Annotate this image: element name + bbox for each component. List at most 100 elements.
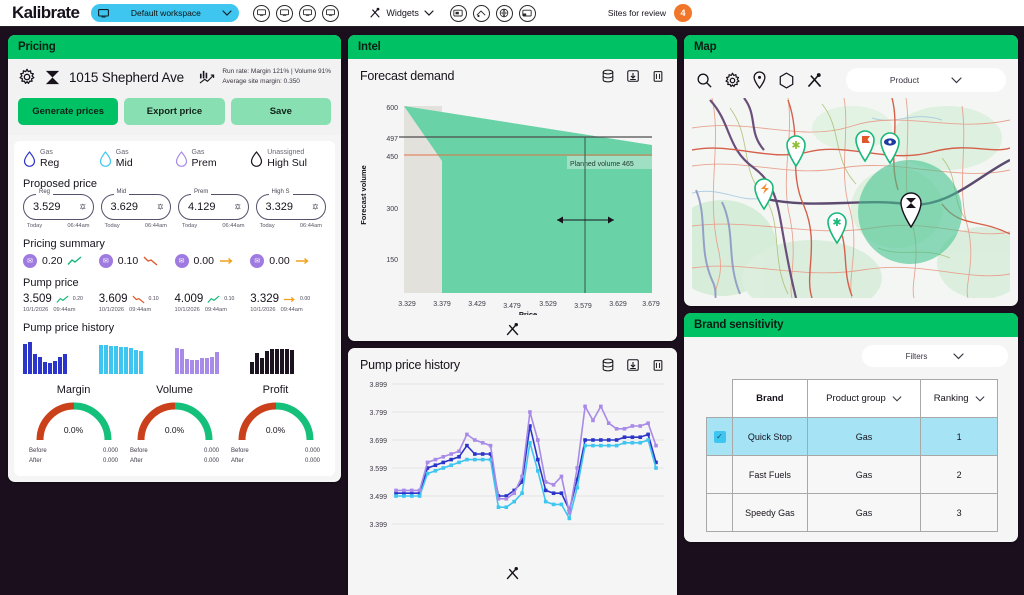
price-stepper[interactable]: High S 3.329 △ ▽ xyxy=(255,189,326,221)
grade-group: Unassigned xyxy=(267,149,305,157)
database-icon[interactable] xyxy=(601,358,615,372)
column-header-ranking[interactable]: Ranking xyxy=(920,379,998,418)
quick-button-1[interactable] xyxy=(253,4,271,22)
generate-prices-button[interactable]: Generate prices xyxy=(18,98,119,126)
globe-button[interactable] xyxy=(495,4,513,22)
map-pin-icon[interactable] xyxy=(752,71,767,89)
map-marker-flag[interactable] xyxy=(855,130,875,163)
series-marker xyxy=(583,404,587,409)
map-marker-bolt[interactable] xyxy=(754,178,774,211)
database-icon[interactable] xyxy=(601,69,615,83)
series-marker xyxy=(402,494,406,498)
pump-price-delta: 0.20 xyxy=(72,296,83,303)
fuel-grade-mid[interactable]: Gas Mid xyxy=(99,149,175,169)
column-header-brand[interactable]: Brand xyxy=(732,379,808,418)
save-button[interactable]: Save xyxy=(230,98,331,126)
series-line-mid xyxy=(396,438,657,521)
stepper-arrows[interactable]: △ ▽ xyxy=(157,202,163,211)
download-icon[interactable] xyxy=(626,69,640,83)
price-stepper[interactable]: Reg 3.529 △ ▽ xyxy=(23,189,94,221)
map-marker-star-2[interactable]: ✱ xyxy=(827,212,847,245)
price-stepper[interactable]: Mid 3.629 △ ▽ xyxy=(100,189,171,221)
map-marker-star-1[interactable]: ✱ xyxy=(786,135,806,168)
series-marker xyxy=(480,452,485,456)
select-all-cell[interactable] xyxy=(707,380,733,418)
pricing-button[interactable] xyxy=(472,4,490,22)
report-button[interactable] xyxy=(518,4,536,22)
quick-button-2[interactable] xyxy=(276,4,294,22)
map-marker-eye[interactable] xyxy=(880,132,900,165)
checkbox-checked-icon[interactable]: ✓ xyxy=(713,430,726,443)
grade-name: Reg xyxy=(40,157,60,170)
tools-icon[interactable] xyxy=(505,566,520,581)
app-logo: Kalibrate xyxy=(12,3,80,22)
price-stepper[interactable]: Prem 4.129 △ ▽ xyxy=(178,189,249,221)
drag-arrow-left-icon xyxy=(557,216,563,224)
search-icon[interactable] xyxy=(696,72,713,89)
quick-button-3[interactable] xyxy=(299,4,317,22)
pump-price-time: 09:44am xyxy=(129,307,152,314)
series-marker xyxy=(599,438,603,442)
filters-dropdown[interactable]: Filters xyxy=(862,345,1008,367)
pricing-column: Pricing 1015 Shepherd Ave xyxy=(8,35,341,595)
gear-icon[interactable] xyxy=(724,72,741,89)
filters-label: Filters xyxy=(905,351,928,361)
gear-icon[interactable] xyxy=(18,68,36,86)
run-rate-line-2: Average site margin: 0.350 xyxy=(222,78,300,86)
series-marker xyxy=(417,494,422,498)
fuel-grade-reg[interactable]: Gas Reg xyxy=(23,149,99,169)
tools-icon[interactable] xyxy=(806,72,823,89)
series-marker xyxy=(520,491,524,495)
map-marker-selected-site[interactable] xyxy=(900,192,922,229)
sparkline-bar xyxy=(53,361,57,375)
row-checkbox-cell[interactable] xyxy=(706,455,733,494)
kalibrate-mark-icon xyxy=(45,70,60,84)
series-marker xyxy=(543,488,548,493)
stepper-arrows[interactable]: △ ▽ xyxy=(235,202,241,211)
series-marker xyxy=(630,424,635,428)
column-header-product-group[interactable]: Product group xyxy=(806,379,922,418)
table-row[interactable]: Fast Fuels Gas 2 xyxy=(706,455,998,494)
trash-icon[interactable] xyxy=(651,69,665,83)
quick-button-4[interactable] xyxy=(322,4,340,22)
pump-price-value: 3.329 xyxy=(250,293,280,306)
row-checkbox-cell[interactable]: ✓ xyxy=(706,417,733,456)
presentation-button[interactable] xyxy=(449,4,467,22)
series-marker xyxy=(575,477,580,481)
sparkline-bar xyxy=(184,359,189,375)
stepper-day: Today xyxy=(27,223,43,230)
planned-volume-chip xyxy=(567,156,652,169)
series-marker xyxy=(433,463,438,467)
stepper-caption: Prem xyxy=(191,189,212,196)
table-row[interactable]: Speedy Gas Gas 3 xyxy=(706,493,998,532)
workspace-selector[interactable]: Default workspace xyxy=(91,4,240,22)
report-icon xyxy=(522,9,532,16)
sparkline-bar xyxy=(118,347,123,375)
hexagon-icon[interactable] xyxy=(778,71,795,89)
widgets-menu[interactable]: Widgets xyxy=(369,7,434,19)
y-axis-title: Forecast volume xyxy=(359,165,368,225)
map-viewport[interactable]: ✱ xyxy=(692,98,1010,298)
gauge-title: Volume xyxy=(156,384,193,397)
map-canvas[interactable]: ✱ xyxy=(692,98,1010,298)
sites-for-review[interactable]: Sites for review 4 xyxy=(608,4,692,22)
workspace-label: Default workspace xyxy=(130,8,201,18)
mail-icon: ✉ xyxy=(250,254,265,269)
stepper-arrows[interactable]: △ ▽ xyxy=(80,202,86,211)
series-marker xyxy=(417,491,422,495)
pricing-summary-label: Pricing summary xyxy=(23,238,105,251)
row-checkbox-cell[interactable] xyxy=(706,493,733,532)
product-dropdown[interactable]: Product xyxy=(846,68,1006,92)
fuel-grade-high-sul[interactable]: Unassigned High Sul xyxy=(250,149,326,169)
tools-icon[interactable] xyxy=(505,322,520,337)
download-icon[interactable] xyxy=(626,358,640,372)
stepper-arrows[interactable]: △ ▽ xyxy=(312,202,318,211)
table-row[interactable]: ✓ Quick Stop Gas 1 xyxy=(706,417,998,456)
series-marker xyxy=(567,516,572,521)
pump-price-time: 09:44am xyxy=(204,307,227,314)
presentation-icon xyxy=(453,9,463,16)
trash-icon[interactable] xyxy=(651,358,665,372)
fuel-grade-prem[interactable]: Gas Prem xyxy=(175,149,251,169)
export-price-button[interactable]: Export price xyxy=(124,98,225,126)
pump-price-history-chart: 3.399 3.499 3.599 3.699 3.799 3.899 xyxy=(369,382,664,529)
